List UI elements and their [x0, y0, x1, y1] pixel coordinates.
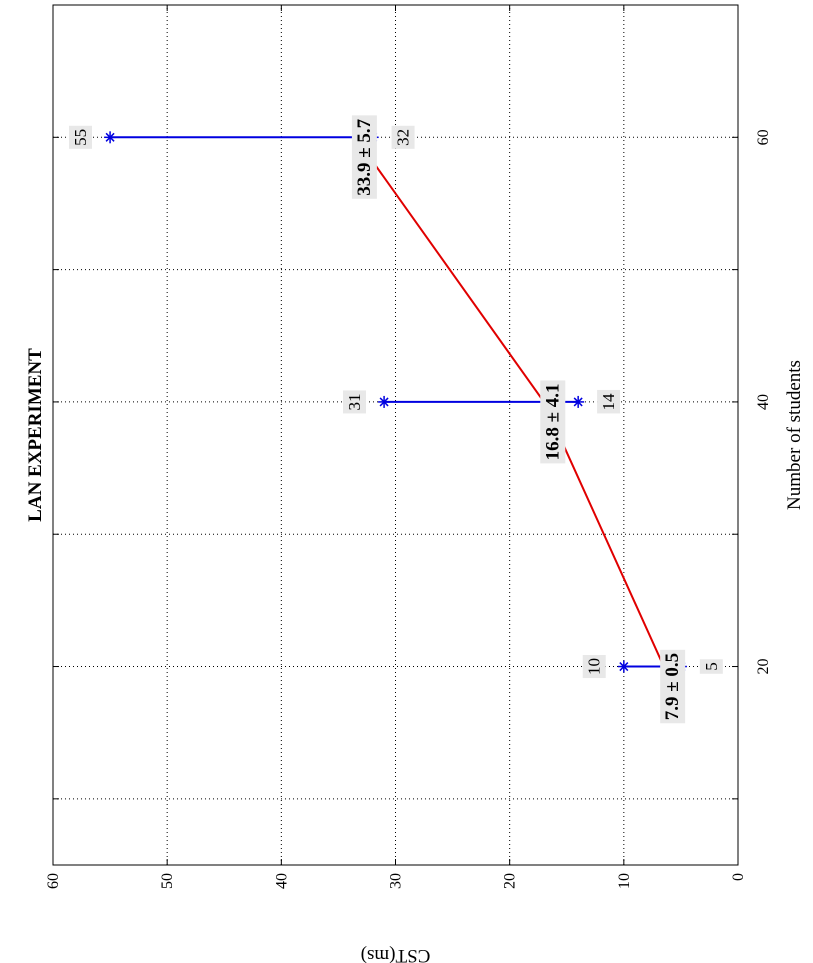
range-max-label-group: 10	[582, 655, 606, 679]
mean-value-label-group: 7.9 ± 0.5	[660, 649, 686, 724]
mean-value-label-bg	[540, 380, 566, 464]
x-tick-label: 40	[755, 394, 772, 410]
y-tick-label: 30	[388, 873, 405, 889]
range-min-label-group: 14	[597, 389, 621, 414]
range-marker	[573, 397, 583, 407]
x-tick-label: 20	[755, 659, 772, 675]
range-marker	[379, 397, 389, 407]
chart-text: LAN EXPERIMENT Number of students 20 40 60…	[25, 115, 805, 889]
mean-value-label: 7.9 ± 0.5	[662, 653, 683, 720]
range-min-label: 14	[599, 393, 618, 411]
range-min-label-bg	[699, 659, 723, 674]
range-max-label-bg	[68, 125, 92, 149]
mean-value-label-bg	[351, 115, 377, 199]
y-tick-label: 40	[273, 873, 290, 889]
range-max-label: 10	[585, 658, 604, 675]
range-min-label-group: 5	[699, 659, 723, 674]
mean-value-label: 33.9 ± 5.7	[354, 118, 375, 195]
range-min-label-bg	[391, 125, 415, 149]
x-tick-label: 60	[755, 129, 772, 145]
chart-title: LAN EXPERIMENT	[25, 348, 46, 522]
y-tick-label: 60	[45, 873, 62, 889]
range-min-label: 32	[394, 129, 413, 146]
range-min-label-group: 32	[391, 125, 415, 149]
mean-value-label-bg	[660, 649, 686, 724]
mean-value-label-group: 16.8 ± 4.1	[540, 380, 566, 464]
range-max-label-group: 31	[342, 390, 366, 414]
range-max-label-group: 55	[68, 125, 92, 149]
mean-value-label-group: 33.9 ± 5.7	[351, 115, 377, 199]
range-max-label-bg	[342, 390, 366, 414]
range-marker	[619, 662, 629, 672]
range-max-label: 31	[345, 393, 364, 410]
range-min-label-bg	[597, 389, 621, 414]
y-tick-label: 50	[159, 873, 176, 889]
range-max-label: 55	[71, 129, 90, 146]
range-min-label: 5	[702, 662, 721, 671]
y-tick-label: 10	[616, 873, 633, 889]
y-axis-title: CST(ms)	[361, 945, 431, 963]
y-tick-label: 0	[730, 873, 747, 881]
range-max-label-bg	[582, 655, 606, 679]
y-tick-label: 20	[502, 873, 519, 889]
x-axis-title: Number of students	[784, 360, 805, 510]
mean-value-label: 16.8 ± 4.1	[542, 383, 563, 460]
range-marker	[105, 132, 115, 142]
